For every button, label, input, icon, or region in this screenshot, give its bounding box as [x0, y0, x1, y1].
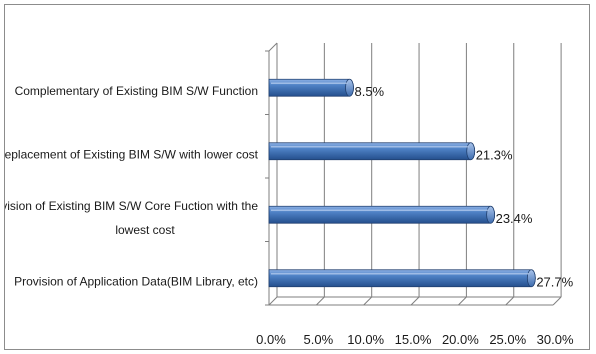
bar — [268, 269, 536, 288]
grid-floor-line — [268, 296, 278, 306]
category-label: Replacement of Existing BIM S/W with low… — [5, 147, 259, 161]
bar-chart: 0.0% 5.0% 10.0% 15.0% 20.0% 25.0% 30.0% 8.5% Com… — [5, 42, 574, 347]
bar-body — [268, 142, 476, 161]
x-tick-label: 10.0% — [347, 332, 384, 347]
x-tick-label: 0.0% — [256, 332, 286, 347]
grid-floor-line — [552, 296, 562, 306]
grid-floor-line — [315, 296, 325, 306]
x-tick-label: 15.0% — [395, 332, 432, 347]
bars — [268, 78, 536, 288]
data-label: 27.7% — [536, 274, 573, 289]
x-tick-label: 5.0% — [304, 332, 334, 347]
x-tick-label: 25.0% — [489, 332, 526, 347]
category-label: Provision of Existing BIM S/W Core Fucti… — [5, 199, 258, 237]
bar-cap — [486, 205, 495, 224]
bar — [268, 205, 495, 224]
bar — [268, 142, 476, 161]
bar-body — [268, 205, 495, 224]
category-label: Complementary of Existing BIM S/W Functi… — [15, 84, 258, 98]
data-label: 23.4% — [496, 211, 533, 226]
axes — [265, 42, 562, 306]
bar-cap — [526, 269, 536, 288]
data-label: 21.3% — [476, 147, 513, 162]
bar-body — [268, 269, 536, 288]
bar — [268, 78, 354, 97]
chart-frame: 0.0% 5.0% 10.0% 15.0% 20.0% 25.0% 30.0% 8.5% Com… — [4, 4, 590, 350]
grid-floor-line — [410, 296, 420, 306]
category-label: Provision of Application Data(BIM Librar… — [14, 274, 258, 288]
grid-floor-line — [505, 296, 515, 306]
labels: 0.0% 5.0% 10.0% 15.0% 20.0% 25.0% 30.0% 8.5% Com… — [5, 84, 574, 347]
bar-cap — [466, 142, 476, 161]
bar-body — [268, 78, 354, 97]
bar-cap — [345, 78, 354, 97]
wall-top-edge — [268, 42, 278, 52]
x-tick-label: 30.0% — [537, 332, 574, 347]
data-label: 8.5% — [354, 84, 384, 99]
grid-floor-line — [458, 296, 467, 306]
grid-floor-line — [363, 296, 373, 306]
x-tick-label: 20.0% — [442, 332, 479, 347]
